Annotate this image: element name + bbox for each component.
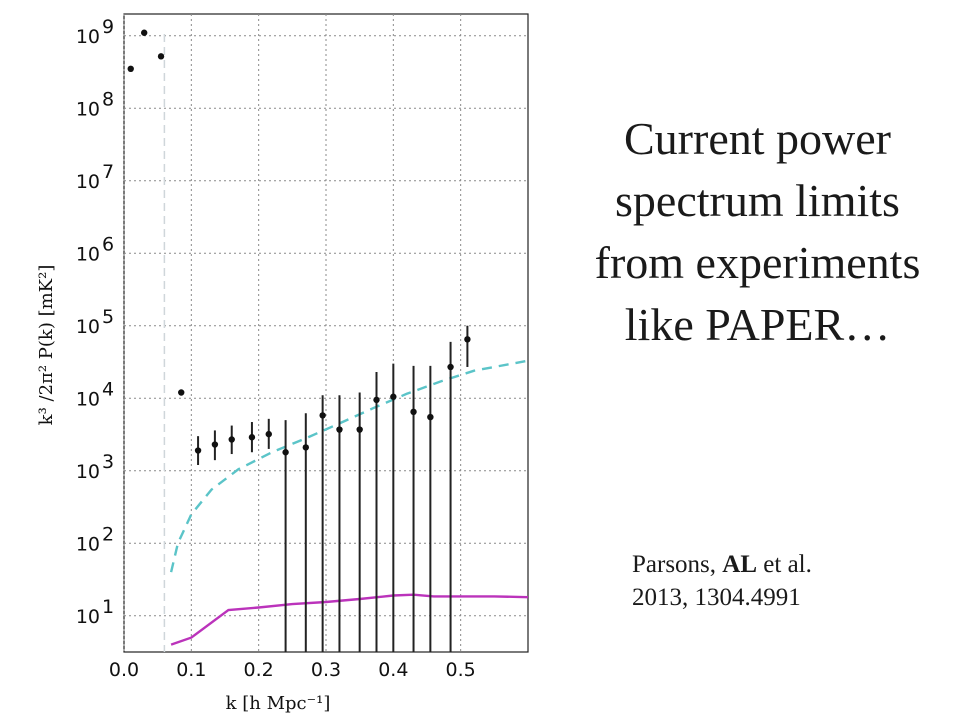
data-point: [178, 389, 185, 396]
data-point: [319, 412, 326, 419]
data-point: [141, 29, 148, 36]
y-tick-exponent: 8: [102, 88, 114, 110]
error-bars: [197, 325, 469, 652]
data-point: [390, 393, 397, 400]
citation-etal: et al.: [757, 551, 812, 578]
x-axis-label: k [h Mpc⁻¹]: [226, 693, 331, 714]
data-point: [282, 449, 289, 456]
data-point: [265, 430, 272, 438]
data-point: [248, 434, 256, 441]
slide-title-line: Current power: [624, 113, 891, 164]
y-tick-label: 10: [76, 26, 100, 48]
data-point: [427, 413, 434, 421]
y-axis-label: k³ /2π² P(k) [mK²]: [36, 265, 57, 426]
slide-title-line: from experiments: [594, 237, 921, 288]
x-tick-label: 0.2: [244, 659, 274, 681]
slide-title-line: spectrum limits: [615, 175, 900, 226]
y-tick-exponent: 4: [102, 378, 114, 400]
x-tick-labels: 0.0 0.1 0.2 0.3 0.4 0.5: [109, 659, 476, 681]
citation: Parsons, AL et al. 2013, 1304.4991: [632, 548, 812, 614]
citation-line-2: 2013, 1304.4991: [632, 584, 801, 611]
y-tick-exponent: 7: [102, 161, 114, 183]
x-tick-label: 0.0: [109, 659, 139, 681]
data-point: [336, 426, 343, 433]
data-point: [157, 53, 165, 60]
y-tick-label: 10: [76, 243, 100, 265]
data-point: [447, 363, 454, 371]
y-tick-label: 10: [76, 316, 100, 338]
data-points: [127, 29, 471, 456]
y-tick-exponent: 3: [102, 451, 114, 473]
y-tick-exponent: 6: [102, 233, 114, 255]
y-tick-label: 10: [76, 171, 100, 193]
data-point: [302, 444, 309, 451]
x-tick-label: 0.4: [378, 659, 408, 681]
data-point: [410, 408, 417, 416]
y-tick-label: 10: [76, 388, 100, 410]
y-tick-label: 10: [76, 461, 100, 483]
y-tick-label: 10: [76, 606, 100, 628]
y-tick-exponent: 1: [102, 596, 114, 618]
model-curve-dashed: [169, 359, 529, 573]
x-tick-label: 0.3: [311, 659, 341, 681]
data-point: [356, 426, 363, 433]
data-point: [211, 441, 219, 448]
data-point: [464, 336, 471, 343]
y-tick-exponent: 2: [102, 523, 114, 545]
slide-title-line: like PAPER…: [624, 299, 891, 350]
grid-lines: [123, 14, 528, 652]
data-point: [373, 396, 380, 404]
citation-authors: Parsons,: [632, 551, 723, 578]
data-point: [194, 447, 202, 454]
slide-title: Current power spectrum limits from exper…: [560, 108, 955, 356]
citation-bold-author: AL: [722, 551, 758, 578]
x-tick-label: 0.5: [446, 659, 476, 681]
y-tick-exponent: 9: [102, 16, 114, 38]
data-point: [127, 65, 134, 73]
data-point: [228, 436, 235, 443]
y-tick-label: 10: [76, 533, 100, 555]
y-tick-label: 10: [76, 98, 100, 120]
y-tick-exponent: 5: [102, 306, 114, 328]
citation-line-1: Parsons, AL et al.: [632, 548, 812, 581]
x-tick-label: 0.1: [176, 659, 206, 681]
